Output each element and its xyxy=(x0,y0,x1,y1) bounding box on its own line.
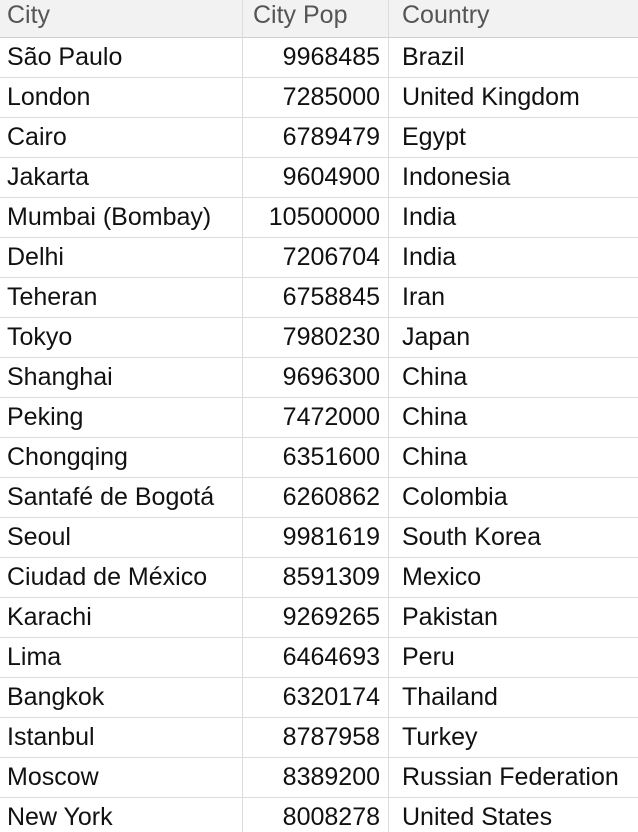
cell-country[interactable]: Turkey xyxy=(402,723,478,751)
cell-city[interactable]: Chongqing xyxy=(0,438,243,477)
cell-city-pop[interactable]: 9604900 xyxy=(243,158,389,197)
cell-city[interactable]: Shanghai xyxy=(0,358,243,397)
table-row[interactable]: Bangkok 6320174 Thailand xyxy=(0,678,638,718)
cell-city[interactable]: Karachi xyxy=(0,598,243,637)
cell-country[interactable]: Indonesia xyxy=(402,163,511,191)
cell-country[interactable]: Egypt xyxy=(402,123,466,151)
cell-city[interactable]: Moscow xyxy=(0,758,243,797)
table-row[interactable]: Cairo 6789479 Egypt xyxy=(0,118,638,158)
cell-city-pop[interactable]: 7285000 xyxy=(243,78,389,117)
table-row[interactable]: Karachi 9269265 Pakistan xyxy=(0,598,638,638)
cell-city[interactable]: Cairo xyxy=(0,118,243,157)
cell-city[interactable]: Seoul xyxy=(0,518,243,557)
cell-country[interactable]: China xyxy=(402,443,468,471)
cell-city-pop[interactable]: 9696300 xyxy=(243,358,389,397)
cell-city-pop[interactable]: 6320174 xyxy=(243,678,389,717)
cell-city-pop[interactable]: 8389200 xyxy=(243,758,389,797)
table-row[interactable]: Tokyo 7980230 Japan xyxy=(0,318,638,358)
cell-city[interactable]: New York xyxy=(0,798,243,832)
cell-city[interactable]: London xyxy=(0,78,243,117)
cell-city-pop[interactable]: 8787958 xyxy=(243,718,389,757)
table-row[interactable]: Seoul 9981619 South Korea xyxy=(0,518,638,558)
cell-city-pop[interactable]: 7472000 xyxy=(243,398,389,437)
table-row[interactable]: Moscow 8389200 Russian Federation xyxy=(0,758,638,798)
table-row[interactable]: Delhi 7206704 India xyxy=(0,238,638,278)
column-header-city-pop[interactable]: City Pop xyxy=(243,0,389,37)
cell-country[interactable]: India xyxy=(402,243,457,271)
cell-country[interactable]: India xyxy=(402,203,457,231)
table-row[interactable]: Ciudad de México 8591309 Mexico xyxy=(0,558,638,598)
cell-city[interactable]: Jakarta xyxy=(0,158,243,197)
table-row[interactable]: Mumbai (Bombay) 10500000 India xyxy=(0,198,638,238)
cell-city-pop[interactable]: 9981619 xyxy=(243,518,389,557)
cell-city[interactable]: Mumbai (Bombay) xyxy=(0,198,243,237)
cell-city[interactable]: Santafé de Bogotá xyxy=(0,478,243,517)
cell-city[interactable]: Teheran xyxy=(0,278,243,317)
table-row[interactable]: Shanghai 9696300 China xyxy=(0,358,638,398)
table-row[interactable]: Peking 7472000 China xyxy=(0,398,638,438)
cell-city[interactable]: Peking xyxy=(0,398,243,437)
cell-country[interactable]: Brazil xyxy=(402,43,465,71)
cell-country[interactable]: Mexico xyxy=(402,563,482,591)
table-body: São Paulo 9968485 Brazil London 7285000 Unite… xyxy=(0,38,638,832)
cell-country[interactable]: Iran xyxy=(402,283,446,311)
cell-city-pop[interactable]: 10500000 xyxy=(243,198,389,237)
column-header-city[interactable]: City xyxy=(0,0,243,37)
cell-city-pop[interactable]: 9968485 xyxy=(243,38,389,77)
cell-country[interactable]: Colombia xyxy=(402,483,508,511)
cell-country[interactable]: China xyxy=(402,403,468,431)
cell-city[interactable]: São Paulo xyxy=(0,38,243,77)
table-row[interactable]: Lima 6464693 Peru xyxy=(0,638,638,678)
cell-country[interactable]: Thailand xyxy=(402,683,498,711)
cell-city-pop[interactable]: 9269265 xyxy=(243,598,389,637)
cell-city[interactable]: Ciudad de México xyxy=(0,558,243,597)
table-row[interactable]: New York 8008278 United States xyxy=(0,798,638,832)
table-row[interactable]: London 7285000 United Kingdom xyxy=(0,78,638,118)
table-row[interactable]: São Paulo 9968485 Brazil xyxy=(0,38,638,78)
cell-city[interactable]: Lima xyxy=(0,638,243,677)
cell-country[interactable]: Russian Federation xyxy=(402,763,619,791)
cell-city[interactable]: Istanbul xyxy=(0,718,243,757)
cell-city[interactable]: Tokyo xyxy=(0,318,243,357)
cell-country[interactable]: United States xyxy=(402,803,553,831)
cell-city-pop[interactable]: 7980230 xyxy=(243,318,389,357)
cell-city[interactable]: Bangkok xyxy=(0,678,243,717)
cell-city-pop[interactable]: 6758845 xyxy=(243,278,389,317)
cell-city-pop[interactable]: 8008278 xyxy=(243,798,389,832)
table-header-row: City City Pop Country xyxy=(0,0,638,38)
column-header-country[interactable]: Country xyxy=(402,1,490,29)
cell-country[interactable]: United Kingdom xyxy=(402,83,580,111)
cell-city[interactable]: Delhi xyxy=(0,238,243,277)
cell-city-pop[interactable]: 7206704 xyxy=(243,238,389,277)
cell-country[interactable]: China xyxy=(402,363,468,391)
cell-city-pop[interactable]: 6789479 xyxy=(243,118,389,157)
table-row[interactable]: Chongqing 6351600 China xyxy=(0,438,638,478)
cell-country[interactable]: South Korea xyxy=(402,523,541,551)
cell-city-pop[interactable]: 8591309 xyxy=(243,558,389,597)
cell-city-pop[interactable]: 6260862 xyxy=(243,478,389,517)
table-row[interactable]: Jakarta 9604900 Indonesia xyxy=(0,158,638,198)
cell-country[interactable]: Pakistan xyxy=(402,603,498,631)
cell-city-pop[interactable]: 6464693 xyxy=(243,638,389,677)
table-row[interactable]: Teheran 6758845 Iran xyxy=(0,278,638,318)
cell-country[interactable]: Peru xyxy=(402,643,455,671)
table-row[interactable]: Istanbul 8787958 Turkey xyxy=(0,718,638,758)
cell-country[interactable]: Japan xyxy=(402,323,471,351)
table-row[interactable]: Santafé de Bogotá 6260862 Colombia xyxy=(0,478,638,518)
cell-city-pop[interactable]: 6351600 xyxy=(243,438,389,477)
